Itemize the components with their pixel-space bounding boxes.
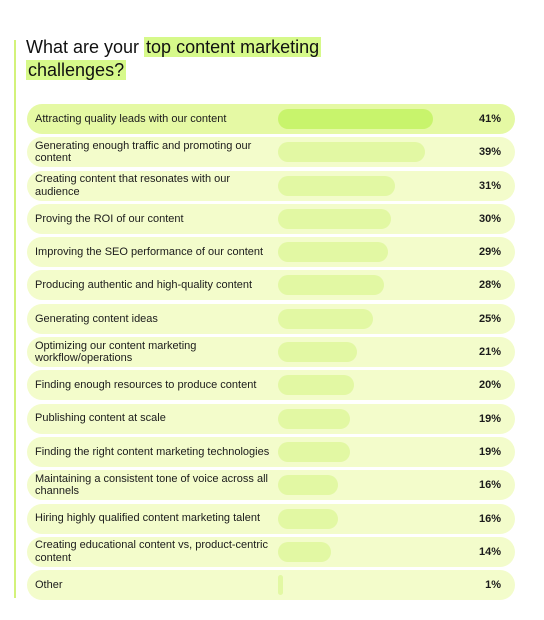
bar-track	[278, 375, 433, 396]
category-label: Maintaining a consistent tone of voice a…	[35, 472, 268, 498]
bar-row: Improving the SEO performance of our con…	[27, 237, 515, 268]
bar-row: Producing authentic and high-quality con…	[27, 270, 515, 301]
bar-row: Other 1%	[27, 570, 515, 601]
category-label: Other	[35, 578, 63, 591]
accent-line	[14, 40, 16, 598]
bar-track	[278, 575, 433, 596]
bar-row: Generating content ideas 25%	[27, 303, 515, 334]
value-label: 28%	[478, 279, 501, 292]
value-label: 39%	[478, 146, 501, 159]
category-label: Creating educational content vs, product…	[35, 539, 268, 564]
bar-row: Hiring highly qualified content marketin…	[27, 503, 515, 534]
bar-track	[278, 441, 433, 462]
bar-track	[278, 342, 433, 363]
value-label: 16%	[478, 512, 501, 525]
category-label: Generating content ideas	[35, 312, 158, 325]
value-label: 16%	[478, 479, 501, 492]
bar	[278, 375, 354, 396]
bar-track	[278, 475, 433, 496]
bar	[278, 541, 331, 562]
bar-track	[278, 109, 433, 129]
value-label: 25%	[478, 312, 501, 325]
category-label: Attracting quality leads with our conten…	[35, 112, 227, 125]
bar	[278, 175, 396, 196]
category-label: Optimizing our content marketing workflo…	[35, 339, 197, 365]
bar	[278, 508, 339, 529]
bar	[278, 408, 350, 429]
bar-row: Creating content that resonates with our…	[27, 170, 515, 201]
category-label: Proving the ROI of our content	[35, 212, 184, 225]
bar-track	[278, 508, 433, 529]
category-label: Producing authentic and high-quality con…	[35, 279, 253, 292]
category-label: Improving the SEO performance of our con…	[35, 245, 264, 258]
bar-track	[278, 541, 433, 562]
value-label: 19%	[478, 445, 501, 458]
bar-track	[278, 275, 433, 296]
bar	[278, 575, 283, 596]
bar	[278, 142, 426, 163]
value-label: 31%	[478, 179, 501, 192]
title-prefix: What are your	[26, 37, 145, 57]
value-label: 41%	[478, 113, 501, 125]
title-highlight: top content marketing	[144, 37, 322, 57]
bar-row: Optimizing our content marketing workflo…	[27, 337, 515, 368]
value-label: 19%	[478, 412, 501, 425]
bar	[278, 342, 358, 363]
category-label: Publishing content at scale	[35, 412, 166, 425]
value-label: 30%	[478, 212, 501, 225]
bar-track	[278, 242, 433, 263]
bar-track	[278, 208, 433, 229]
bar-row: Finding enough resources to produce cont…	[27, 370, 515, 401]
bar-track	[278, 175, 433, 196]
bar-track	[278, 308, 433, 329]
value-label: 21%	[478, 346, 501, 359]
category-label: Creating content that resonates with our…	[35, 173, 231, 198]
bar-chart: Attracting quality leads with our conten…	[27, 104, 515, 603]
category-label: Hiring highly qualified content marketin…	[35, 512, 261, 525]
bar-row: Attracting quality leads with our conten…	[27, 104, 515, 134]
bar-row: Publishing content at scale 19%	[27, 403, 515, 434]
bar-track	[278, 142, 433, 163]
bar	[278, 208, 392, 229]
value-label: 14%	[478, 545, 501, 558]
title-highlight: challenges?	[26, 60, 127, 80]
bar	[278, 475, 339, 496]
bar-row: Creating educational content vs, product…	[27, 536, 515, 567]
bar-row: Maintaining a consistent tone of voice a…	[27, 470, 515, 501]
value-label: 1%	[485, 579, 501, 592]
category-label: Generating enough traffic and promoting …	[35, 139, 252, 165]
category-label: Finding enough resources to produce cont…	[35, 379, 257, 392]
bar-row: Proving the ROI of our content 30%	[27, 203, 515, 234]
value-label: 20%	[478, 379, 501, 392]
value-label: 29%	[478, 246, 501, 259]
category-label: Finding the right content marketing tech…	[35, 445, 270, 458]
bar	[278, 308, 373, 329]
bar-row: Generating enough traffic and promoting …	[27, 137, 515, 168]
bar-track	[278, 408, 433, 429]
bar	[278, 109, 433, 129]
bar	[278, 275, 384, 296]
chart-title: What are your top content marketing chall…	[26, 36, 506, 82]
bar	[278, 441, 350, 462]
bar	[278, 242, 388, 263]
bar-row: Finding the right content marketing tech…	[27, 436, 515, 467]
